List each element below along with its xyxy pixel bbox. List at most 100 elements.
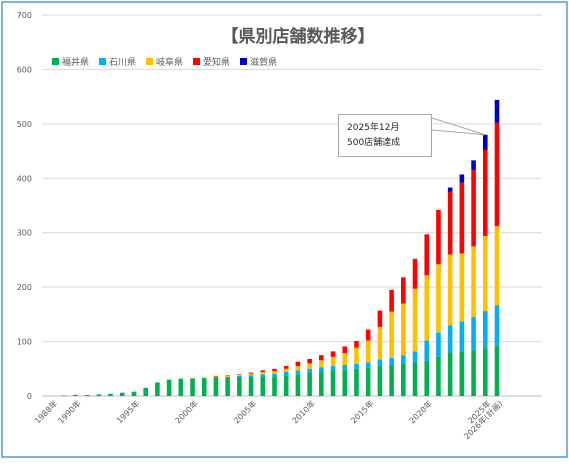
bar-segment [272, 376, 277, 396]
bar-segment [190, 378, 195, 396]
bar-segment [365, 362, 371, 368]
bar-segment [260, 370, 266, 373]
y-tick-label: 500 [17, 120, 32, 129]
bar-segment [447, 352, 453, 396]
bar-segment [494, 345, 500, 396]
bar-segment [494, 305, 500, 346]
bar-segment [260, 374, 266, 377]
bar-segment [482, 311, 488, 349]
bar-segment [237, 374, 242, 376]
bar-segment [377, 310, 383, 327]
bar-segment [330, 351, 336, 357]
y-tick-label: 400 [17, 174, 32, 183]
legend: 福井県 石川県 岐阜県 愛知県 滋賀県 [52, 55, 277, 68]
bar-segment [494, 99, 500, 123]
legend-swatch [193, 58, 201, 65]
bar-segment [389, 289, 394, 312]
bar-segment [401, 355, 406, 364]
bar-segment [307, 368, 312, 373]
bar-segment [319, 367, 324, 372]
legend-swatch [240, 58, 248, 65]
bar-segment [96, 394, 102, 396]
bar-segment [237, 374, 242, 375]
legend-swatch [146, 58, 154, 65]
bar-segment [119, 392, 125, 396]
bar-segment [330, 356, 336, 367]
bar-segment [307, 363, 312, 369]
bar-segment [248, 376, 254, 396]
y-tick-label: 700 [17, 11, 32, 20]
bar-segment [459, 182, 465, 254]
bar-segment [225, 375, 230, 376]
bar-segment [354, 363, 359, 369]
bar-segment [365, 367, 371, 396]
bar-segment [365, 329, 371, 341]
annotation-line-date: 2025年12月 [347, 123, 400, 133]
y-tick-label: 200 [17, 283, 32, 292]
legend-label: 石川県 [109, 58, 137, 68]
bar-segment [471, 317, 476, 350]
bar-segment [225, 375, 230, 377]
bar-segment [248, 375, 254, 377]
bar-segment [459, 321, 465, 352]
gridlines [42, 14, 542, 397]
bar-segment [237, 376, 242, 396]
bar-segment [248, 373, 254, 376]
chart-title-wrap: 【県別店舗数推移】 [198, 22, 398, 47]
bar-segment [459, 253, 465, 322]
bar-segment [436, 332, 441, 357]
bar-segment [237, 375, 242, 377]
bar-segment [201, 377, 207, 379]
legend-swatch [99, 58, 107, 65]
bar-segment [84, 394, 90, 396]
bar-segment [342, 369, 348, 396]
bar-segment [73, 394, 78, 396]
bar-segment [213, 377, 219, 396]
bar-segment [260, 372, 266, 375]
bar-segment [424, 275, 430, 341]
bar-segment [436, 209, 441, 265]
callout-leader-line [431, 117, 486, 136]
bar-segment [436, 264, 441, 333]
bar-segment [330, 370, 336, 396]
bar-segment [342, 353, 348, 365]
bar-segment [354, 368, 359, 396]
bar-segment [412, 362, 418, 396]
y-tick-label: 600 [17, 65, 32, 74]
bar-segment [471, 160, 476, 171]
y-tick-label: 0 [27, 392, 32, 401]
bar-segment [342, 364, 348, 370]
bar-segment [166, 379, 172, 396]
bar-segment [295, 366, 301, 371]
legend-label: 福井県 [62, 58, 90, 68]
bar-segment [295, 361, 301, 367]
bar-segment [201, 378, 207, 396]
bar-segment [143, 387, 148, 396]
bar-segment [295, 374, 301, 396]
bar-segment [401, 277, 406, 304]
bar-segment [108, 393, 113, 396]
bar-segment [365, 340, 371, 363]
y-tick-label: 300 [17, 229, 32, 238]
bar-segment [436, 356, 441, 396]
bar-segment [447, 254, 453, 326]
legend-swatch [52, 58, 59, 65]
bars [61, 99, 500, 396]
bar-segment [283, 375, 289, 396]
bar-segment [213, 376, 219, 378]
bar-segment [412, 351, 418, 363]
bar-segment [272, 373, 277, 377]
bar-segment [482, 348, 488, 396]
bar-segment [342, 346, 348, 354]
bar-segment [213, 375, 219, 377]
legend-label: 滋賀県 [250, 58, 278, 68]
bar-segment [307, 372, 312, 396]
bar-segment [283, 366, 289, 369]
bar-segment [471, 246, 476, 318]
bar-segment [482, 235, 488, 312]
bar-segment [225, 377, 230, 396]
bar-segment [354, 347, 359, 364]
bar-segment [178, 378, 184, 396]
bar-segment [424, 234, 430, 276]
